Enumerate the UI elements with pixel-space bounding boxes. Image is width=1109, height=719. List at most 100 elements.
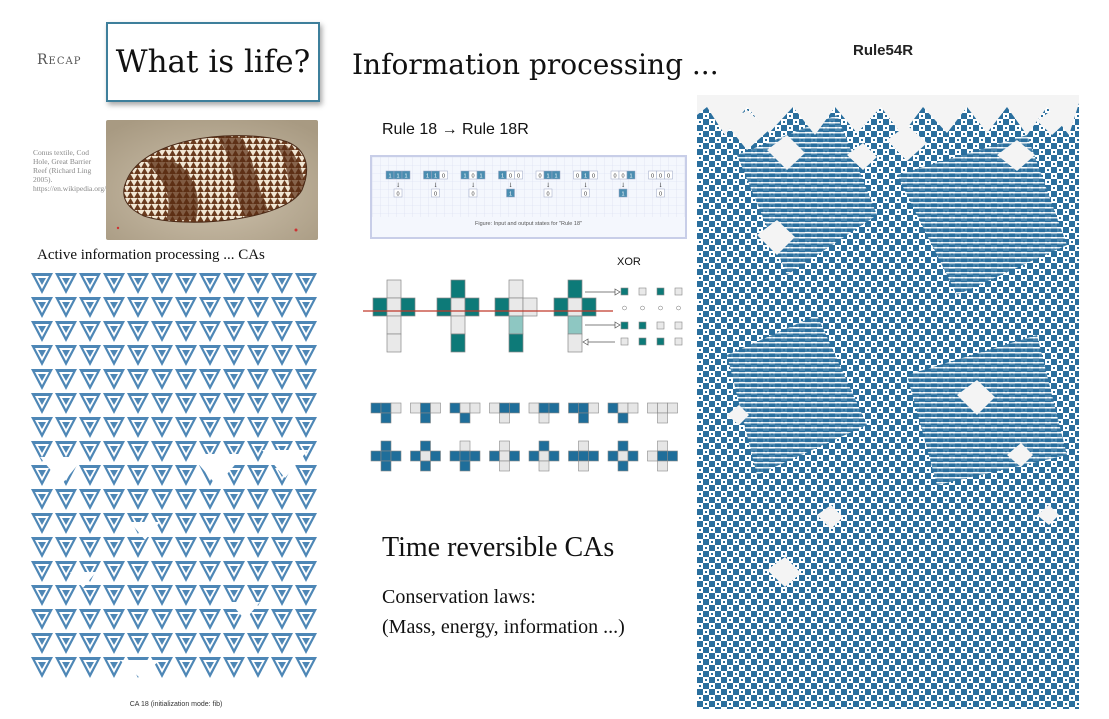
rule18-output-bit: 0 (396, 192, 399, 198)
neighborhood-cell (489, 402, 500, 414)
rule18-output-bit: 0 (584, 192, 587, 198)
ca18-caption: CA 18 (initialization mode: fib) (129, 701, 223, 708)
conservation-line-2: (Mass, energy, information ...) (382, 616, 625, 638)
rule18-title: Rule 18 → Rule 18R (382, 121, 529, 138)
neighborhood-cell (380, 440, 392, 452)
rule18-figure: 1 1 1 ↓ 0 1 1 0 ↓ 0 1 0 1 ↓ 0 1 0 0 ↓ 1 0 1 1 ↓ 0 0 1 0 ↓ 0 0 0 1 ↓ 1 0 0 0 ↓ 0… (370, 155, 687, 239)
rule18-input-bit: 1 (434, 174, 437, 180)
neighborhood-cell (449, 402, 461, 414)
xor-label: XOR (617, 256, 641, 268)
rule18-output-cell (543, 188, 553, 198)
neighborhood-cell (420, 402, 431, 414)
rule18-grid: 1 1 1↓01 1 0↓01 0 1↓01 0 0↓10 1 1↓00 1 0↓00 0 1↓10 0 0↓0 (372, 157, 685, 217)
conservation-line-1: Conservation laws: (382, 586, 536, 608)
rule18-arrow: ↓ (545, 182, 550, 189)
neighborhood-cell (420, 412, 431, 424)
rule18-input-bit: 1 (501, 174, 504, 180)
neighborhood-patterns-svg (370, 402, 678, 472)
neighborhood-cell (420, 440, 431, 452)
neighborhood-cell (667, 402, 678, 414)
rule18-input-cell (626, 170, 636, 180)
neighborhood-cell (499, 412, 510, 424)
rule18-output-cell (468, 188, 478, 198)
rule18-output-cell (618, 188, 628, 198)
rule18-output-cell (393, 188, 403, 198)
neighborhood-cell (538, 412, 550, 424)
rule18-figure-caption: Figure: Input and output states for "Rul… (475, 221, 582, 227)
neighborhood-cell (380, 402, 392, 414)
neighborhood-cell (420, 450, 431, 462)
rule18-arrow: ↓ (433, 182, 438, 189)
neighborhood-cell (380, 460, 392, 472)
rule18-input-cell (514, 170, 523, 180)
rule18-input-cell (476, 170, 486, 180)
neighborhood-cell (548, 402, 560, 414)
rule18-output-cell (581, 188, 590, 198)
rule18-input-bit: 0 (592, 174, 595, 180)
image-caption: Conus textile, Cod Hole, Great Barrier R… (33, 148, 164, 193)
rule18-input-bit: 0 (509, 174, 512, 180)
neighborhood-cell (430, 402, 441, 414)
rule18-input-cell (551, 170, 561, 180)
rule18-input-bit: 1 (426, 174, 429, 180)
neighborhood-cell (538, 460, 550, 472)
rule18-input-bit: 1 (629, 174, 632, 180)
neighborhood-cell (578, 450, 589, 462)
neighborhood-cell (657, 440, 668, 452)
rule54r-pattern-svg (697, 95, 1079, 709)
neighborhood-cell (538, 450, 550, 462)
neighborhood-cell (380, 412, 392, 424)
neighborhood-cell (430, 450, 441, 462)
neighborhood-cell (410, 402, 421, 414)
neighborhood-cell (617, 460, 629, 472)
neighborhood-cell (499, 460, 510, 472)
xor-diagram (363, 278, 693, 360)
recap-label: Recap (37, 52, 82, 68)
neighborhood-cell (499, 450, 510, 462)
neighborhood-cell (588, 402, 599, 414)
ca18-pattern (30, 272, 318, 680)
conus-shell-drawing (106, 120, 318, 240)
neighborhood-cell (390, 450, 402, 462)
rule18-input-bit: 1 (388, 174, 391, 180)
rule18-output-bit: 1 (621, 192, 624, 198)
neighborhood-cell (449, 450, 461, 462)
rule18-output-bit: 0 (471, 192, 474, 198)
rule18-input-bit: 1 (546, 174, 549, 180)
neighborhood-cell (528, 450, 540, 462)
rule18-arrow: ↓ (620, 182, 625, 189)
neighborhood-cell (568, 450, 579, 462)
rule18-output-bit: 1 (509, 192, 512, 198)
neighborhood-cell (370, 402, 382, 414)
neighborhood-cell (459, 412, 471, 424)
rule18-input-bit: 1 (396, 174, 399, 180)
rule18-output-bit: 0 (546, 192, 549, 198)
neighborhood-cell (410, 450, 421, 462)
neighborhood-cell (499, 440, 510, 452)
neighborhood-cell (578, 402, 589, 414)
rule18-arrow: ↓ (508, 182, 513, 189)
neighborhood-cell (617, 402, 629, 414)
time-reversible-heading: Time reversible CAs (382, 532, 615, 563)
slide-title-text: What is life? (115, 44, 311, 80)
neighborhood-cell (578, 412, 589, 424)
rule18-input-bit: 0 (651, 174, 654, 180)
rule18-input-bit: 0 (659, 174, 662, 180)
rule18-input-bit: 1 (463, 174, 466, 180)
rule18-output-cell (656, 188, 665, 198)
rule18-input-bit: 0 (471, 174, 474, 180)
neighborhood-cell (647, 402, 658, 414)
neighborhood-cell (657, 412, 668, 424)
rule18-arrow: ↓ (395, 182, 400, 189)
neighborhood-cell (420, 460, 431, 472)
neighborhood-cell (588, 450, 599, 462)
rule18-input-bit: 1 (554, 174, 557, 180)
rule18-input-bit: 0 (613, 174, 616, 180)
neighborhood-cell (657, 450, 668, 462)
neighborhood-cell (627, 450, 639, 462)
neighborhood-cell (607, 450, 619, 462)
neighborhood-cell (657, 460, 668, 472)
neighborhood-cell (548, 450, 560, 462)
neighborhood-cell (538, 402, 550, 414)
neighborhood-cell (617, 450, 629, 462)
